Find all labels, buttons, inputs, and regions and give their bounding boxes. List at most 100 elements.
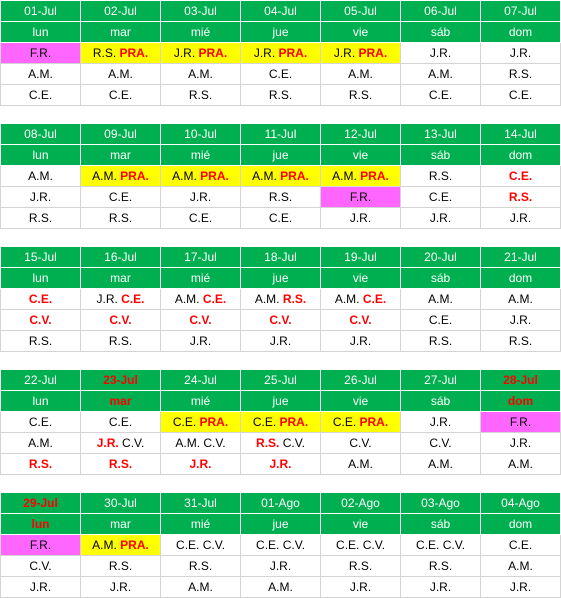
date-cell: 18-Jul bbox=[240, 246, 321, 268]
assignment-cell: R.S. bbox=[80, 207, 161, 229]
highlighted-initials: C.V. bbox=[109, 313, 132, 327]
initials: A.M. bbox=[28, 169, 53, 183]
initials: J.R. bbox=[333, 46, 356, 60]
highlighted-initials: PRA. bbox=[278, 46, 308, 60]
highlighted-initials: C.E. bbox=[362, 292, 387, 306]
assignment-cell: J.R. bbox=[480, 207, 561, 229]
weekday-row: lun mar mié jue vie sáb dom bbox=[0, 21, 561, 43]
initials: A.M. bbox=[348, 67, 373, 81]
weekday-cell: mié bbox=[160, 267, 241, 289]
assignment-cell: C.E. C.V. bbox=[320, 534, 401, 556]
date-cell: 16-Jul bbox=[80, 246, 161, 268]
weekday-cell: mar bbox=[80, 513, 161, 535]
weekday-cell: lun bbox=[0, 390, 81, 412]
highlighted-initials: C.V. bbox=[349, 313, 372, 327]
initials: J.R. bbox=[189, 334, 212, 348]
assignment-cell: A.M. C.V. bbox=[160, 432, 241, 454]
highlighted-initials: PRA. bbox=[359, 415, 389, 429]
assignment-cell: A.M. PRA. bbox=[320, 165, 401, 187]
date-cell: 29-Jul bbox=[0, 492, 81, 514]
initials: A.M. bbox=[508, 559, 533, 573]
assignment-cell: A.M. PRA. bbox=[240, 165, 321, 187]
weekday-cell: lun bbox=[0, 267, 81, 289]
assignment-cell: C.E. bbox=[480, 165, 561, 187]
initials: J.R. bbox=[429, 415, 452, 429]
weekday-cell: vie bbox=[320, 21, 401, 43]
assignment-cell: A.M. bbox=[320, 453, 401, 475]
highlighted-initials: R.S. bbox=[282, 292, 307, 306]
date-cell: 15-Jul bbox=[0, 246, 81, 268]
initials: A.M. bbox=[332, 169, 357, 183]
initials: C.E. bbox=[172, 415, 197, 429]
assignment-cell: F.R. bbox=[0, 534, 81, 556]
assignment-cell: J.R. bbox=[0, 576, 81, 598]
assignment-cell: J.R. bbox=[480, 432, 561, 454]
weekday-cell: vie bbox=[320, 390, 401, 412]
date-cell: 10-Jul bbox=[160, 123, 241, 145]
initials: C.E. bbox=[188, 211, 213, 225]
initials: C.E. bbox=[268, 67, 293, 81]
shift-row: R.S. R.S. J.R. J.R. A.M. A.M. A.M. bbox=[0, 453, 561, 475]
assignment-cell: A.M. bbox=[480, 555, 561, 577]
initials: R.S. bbox=[108, 334, 133, 348]
weekday-cell: mié bbox=[160, 144, 241, 166]
assignment-cell: C.V. bbox=[320, 432, 401, 454]
shift-row: A.M. J.R. C.V. A.M. C.V. R.S. C.V. C.V. C.V. J… bbox=[0, 432, 561, 454]
initials: R.S. bbox=[508, 334, 533, 348]
initials: C.E. bbox=[428, 88, 453, 102]
assignment-cell: J.R. bbox=[160, 453, 241, 475]
initials: R.S. bbox=[268, 190, 293, 204]
weekday-cell: dom bbox=[480, 513, 561, 535]
initials: A.M. bbox=[348, 457, 373, 471]
assignment-cell: R.S. bbox=[0, 453, 81, 475]
assignment-cell: C.E. bbox=[480, 534, 561, 556]
assignment-cell: J.R. bbox=[400, 42, 481, 64]
initials: C.E. bbox=[108, 88, 133, 102]
date-cell: 12-Jul bbox=[320, 123, 401, 145]
date-cell: 28-Jul bbox=[480, 369, 561, 391]
highlighted-initials: J.R. bbox=[189, 457, 212, 471]
shift-row: R.S. R.S. C.E. C.E. J.R. J.R. J.R. bbox=[0, 207, 561, 229]
highlighted-initials: R.S. bbox=[108, 457, 133, 471]
weekday-cell: dom bbox=[480, 21, 561, 43]
weekday-cell: mié bbox=[160, 513, 241, 535]
shift-row: C.E. C.E. C.E. PRA. C.E. PRA. C.E. PRA. J.R. F… bbox=[0, 411, 561, 433]
initials: A.M. bbox=[428, 292, 453, 306]
week-table: 08-Jul 09-Jul 10-Jul 11-Jul 12-Jul 13-Jul 14-J… bbox=[0, 123, 561, 229]
shift-row: F.R. A.M. PRA. C.E. C.V. C.E. C.V. C.E. C.V.… bbox=[0, 534, 561, 556]
date-cell: 31-Jul bbox=[160, 492, 241, 514]
initials: R.S. bbox=[28, 211, 53, 225]
assignment-cell: C.E. bbox=[400, 309, 481, 331]
initials: J.R. bbox=[269, 559, 292, 573]
date-cell: 24-Jul bbox=[160, 369, 241, 391]
assignment-cell: C.E. C.V. bbox=[160, 534, 241, 556]
assignment-cell: R.S. bbox=[400, 330, 481, 352]
assignment-cell: A.M. bbox=[240, 576, 321, 598]
assignment-cell: R.S. bbox=[480, 186, 561, 208]
assignment-cell: R.S. bbox=[400, 165, 481, 187]
initials: J.R. bbox=[349, 334, 372, 348]
assignment-cell: R.S. bbox=[80, 330, 161, 352]
assignment-cell: J.R. PRA. bbox=[160, 42, 241, 64]
weekday-row: lun mar mié jue vie sáb dom bbox=[0, 144, 561, 166]
assignment-cell: C.E. bbox=[240, 63, 321, 85]
weekday-cell: mar bbox=[80, 390, 161, 412]
initials: C.E. C.V. bbox=[176, 538, 225, 552]
date-cell: 19-Jul bbox=[320, 246, 401, 268]
highlighted-initials: PRA. bbox=[120, 169, 149, 183]
highlighted-initials: PRA. bbox=[279, 415, 309, 429]
weekday-cell: dom bbox=[480, 267, 561, 289]
assignment-cell: C.V. bbox=[320, 309, 401, 331]
initials: F.R. bbox=[29, 46, 52, 60]
weekday-cell: dom bbox=[480, 144, 561, 166]
initials: R.S. bbox=[348, 559, 373, 573]
assignment-cell: A.M. bbox=[400, 63, 481, 85]
date-cell: 03-Ago bbox=[400, 492, 481, 514]
initials: R.S. bbox=[28, 334, 53, 348]
initials: R.S. bbox=[428, 169, 453, 183]
weekday-cell: lun bbox=[0, 21, 81, 43]
date-row: 01-Jul 02-Jul 03-Jul 04-Jul 05-Jul 06-Jul 07-J… bbox=[0, 0, 561, 22]
assignment-cell: A.M. bbox=[0, 63, 81, 85]
assignment-cell: C.E. bbox=[0, 411, 81, 433]
weekday-cell: jue bbox=[240, 390, 321, 412]
